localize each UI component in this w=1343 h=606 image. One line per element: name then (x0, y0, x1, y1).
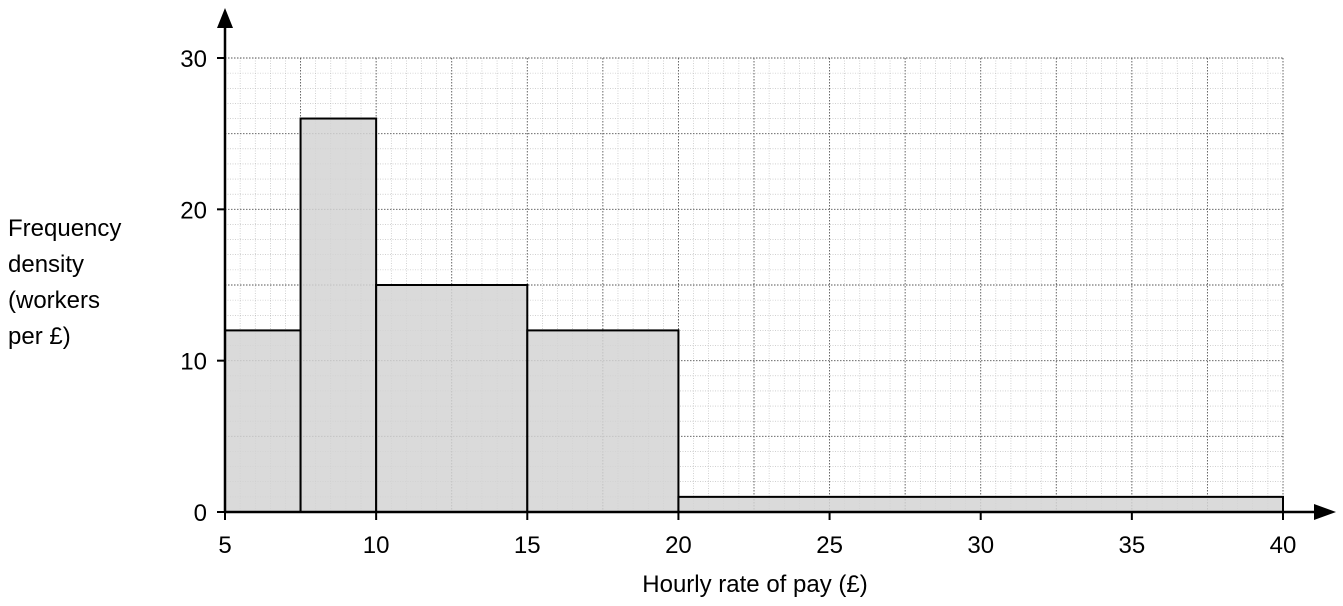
histogram-bar (224, 329, 302, 513)
x-tick-label: 15 (514, 532, 541, 559)
x-tick-label: 20 (665, 532, 692, 559)
x-axis-label: Hourly rate of pay (£) (642, 571, 867, 598)
histogram-bar (375, 284, 529, 513)
tick-labels: 5 10 15 20 25 30 35 40 0 10 20 30 (180, 46, 1296, 559)
histogram-bar (526, 329, 680, 513)
x-axis-arrow-icon (1314, 504, 1336, 520)
y-tick-label: 30 (180, 46, 207, 73)
histogram-bar (677, 495, 1284, 514)
x-tick-label: 25 (816, 532, 843, 559)
y-axis-label-line: (workers (8, 287, 101, 314)
y-tick-label: 20 (180, 197, 207, 224)
y-axis-label-line: density (8, 251, 85, 278)
y-tick-label: 0 (194, 500, 207, 527)
bars (224, 117, 1284, 514)
x-tick-label: 30 (967, 532, 994, 559)
x-tick-label: 40 (1270, 532, 1297, 559)
axes (217, 8, 1336, 520)
x-tick-label: 10 (363, 532, 390, 559)
y-tick-label: 10 (180, 349, 207, 376)
x-tick-label: 35 (1119, 532, 1146, 559)
y-axis-label-line: Frequency (8, 215, 122, 242)
y-axis-label-line: per £) (8, 323, 71, 350)
y-axis-arrow-icon (217, 8, 233, 28)
histogram-bar (299, 117, 378, 514)
x-tick-label: 5 (218, 532, 231, 559)
